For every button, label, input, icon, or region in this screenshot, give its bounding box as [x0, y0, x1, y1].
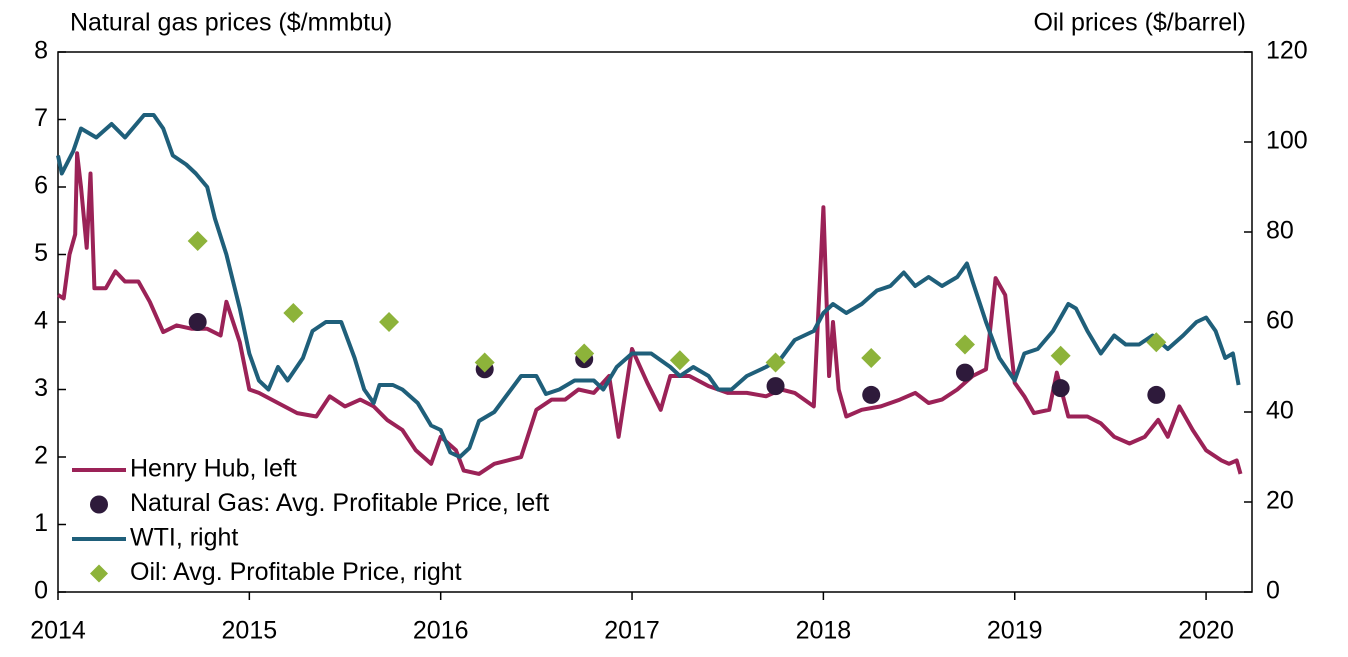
- legend-swatch: [90, 495, 108, 514]
- diamond-point: [954, 334, 975, 355]
- circle-point: [862, 385, 881, 404]
- y-tick-label: 4: [34, 307, 48, 335]
- y-tick-label: 2: [34, 442, 48, 470]
- diamond-point: [1050, 345, 1071, 366]
- y2-axis-title: Oil prices ($/barrel): [1033, 9, 1246, 37]
- y-axis-title: Natural gas prices ($/mmbtu): [70, 9, 392, 37]
- y2-tick-label: 120: [1266, 37, 1308, 65]
- diamond-point: [283, 303, 304, 323]
- y2-tick-label: 40: [1266, 397, 1294, 425]
- y2-tick-label: 100: [1266, 127, 1308, 155]
- circle-point: [188, 313, 207, 331]
- circle-point: [1147, 385, 1166, 404]
- x-tick-label: 2017: [604, 617, 660, 645]
- y-tick-label: 7: [34, 104, 48, 132]
- x-tick-label: 2020: [1178, 617, 1234, 645]
- legend-label: Natural Gas: Avg. Profitable Price, left: [130, 489, 549, 517]
- series-line: [56, 113, 1241, 459]
- diamond-point: [765, 352, 786, 373]
- diamond-point: [574, 343, 595, 364]
- x-tick-label: 2016: [413, 617, 469, 645]
- x-tick-label: 2019: [987, 617, 1043, 645]
- legend-label: Henry Hub, left: [130, 455, 297, 483]
- legend-swatch: [90, 564, 108, 583]
- y-tick-label: 5: [34, 239, 48, 267]
- x-tick-label: 2015: [222, 617, 278, 645]
- diamond-point: [187, 231, 208, 251]
- x-tick-label: 2014: [30, 617, 86, 645]
- circle-point: [1051, 379, 1070, 398]
- y2-tick-label: 80: [1266, 217, 1294, 245]
- y-tick-label: 8: [34, 37, 48, 65]
- diamond-point: [1146, 332, 1167, 353]
- y2-tick-label: 60: [1266, 307, 1294, 335]
- y2-tick-label: 20: [1266, 487, 1294, 515]
- circle-point: [766, 377, 785, 396]
- diamond-point: [861, 348, 882, 368]
- circle-point: [955, 363, 974, 382]
- y2-tick-label: 0: [1266, 577, 1280, 605]
- diamond-point: [474, 352, 495, 373]
- y-tick-label: 0: [34, 577, 48, 605]
- diamond-point: [379, 312, 400, 332]
- legend-label: Oil: Avg. Profitable Price, right: [130, 558, 462, 586]
- y-tick-label: 6: [34, 172, 48, 200]
- series-line: [56, 151, 1243, 476]
- y-tick-label: 3: [34, 374, 48, 402]
- legend-label: WTI, right: [130, 524, 238, 552]
- x-tick-label: 2018: [796, 617, 852, 645]
- diamond-point: [669, 350, 690, 371]
- y-tick-label: 1: [34, 509, 48, 537]
